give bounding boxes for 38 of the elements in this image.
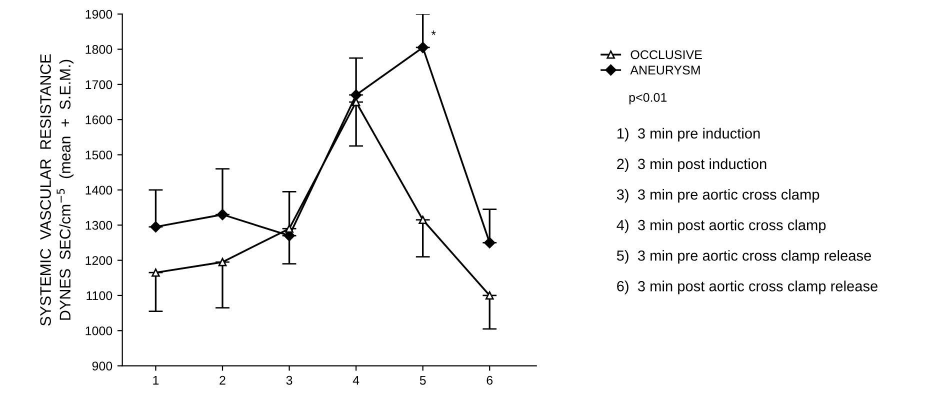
y-tick-label: 1400 [86, 186, 112, 195]
x-tick-label: 5 [420, 376, 426, 385]
point [285, 224, 294, 233]
text: 5) 3 min pre aortic cross clamp release [616, 250, 872, 264]
text: p<0.01 [629, 92, 667, 104]
y-tick-label: 1300 [86, 220, 112, 230]
point [150, 221, 162, 232]
point [350, 89, 362, 101]
y-tick-label: 1700 [86, 80, 112, 90]
text: 4) 3 min post aortic cross clamp [616, 220, 826, 234]
text: 1) 3 min pre induction [617, 128, 760, 142]
point [485, 291, 494, 300]
text: 3) 3 min pre aortic cross clamp [616, 188, 820, 203]
y-tick-label: 900 [92, 362, 112, 370]
x-tick-label: 3 [286, 376, 292, 385]
y-tick-label: 1100 [86, 291, 112, 300]
y-tick-label: 1200 [86, 256, 112, 265]
y-tick-label: 1000 [86, 326, 112, 336]
y-tick-label: 1900 [86, 10, 112, 19]
y-tick-label: 1600 [86, 115, 112, 124]
point [216, 208, 228, 220]
annotation: * [431, 30, 436, 35]
point [418, 216, 428, 224]
x-tick-label: 1 [153, 376, 159, 385]
point [218, 258, 227, 266]
text: 6) 3 min post aortic cross clamp release [617, 280, 878, 294]
x-tick-label: 2 [220, 376, 226, 385]
point [484, 237, 496, 248]
x-tick-label: 6 [486, 376, 493, 385]
point [152, 268, 160, 277]
y-tick-label: 1500 [86, 150, 112, 160]
y-axis-title: SYSTEMIC VASCULAR RESISTANCE DYNES SEC/cm$^{−5}$ (mean + S.E.M.) [40, 54, 74, 326]
y-tick-label: 1800 [86, 45, 112, 54]
x-tick-label: 4 [352, 376, 360, 385]
legend-label: OCCLUSIVE [630, 50, 702, 60]
point [417, 42, 428, 54]
legend-label: ANEURYSM [630, 66, 700, 75]
text: 2) 3 min post induction [617, 158, 766, 172]
